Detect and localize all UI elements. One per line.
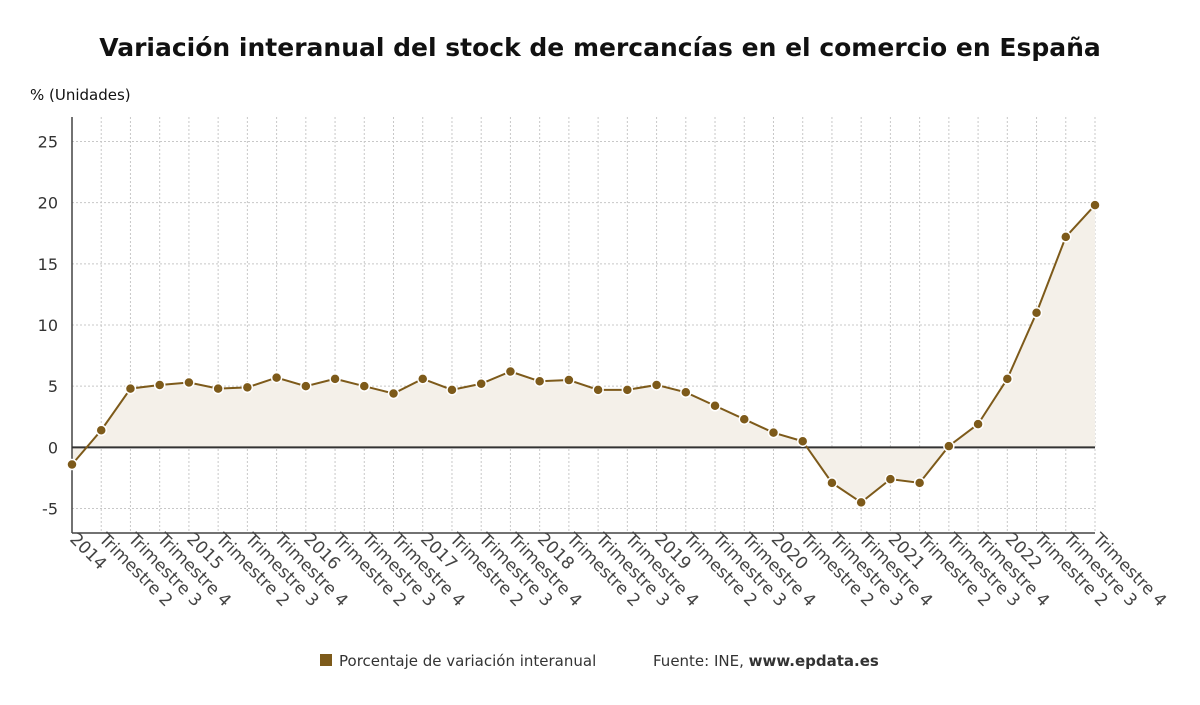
data-point bbox=[738, 413, 751, 425]
data-point bbox=[300, 380, 312, 392]
data-point bbox=[1089, 199, 1101, 211]
point-layer bbox=[66, 199, 1101, 509]
y-tick-labels: 25 20 15 10 5 0 -5 bbox=[38, 132, 58, 518]
data-point bbox=[680, 386, 692, 399]
area-layer bbox=[72, 205, 1095, 503]
data-point bbox=[826, 477, 838, 489]
source-label: Fuente: INE, bbox=[653, 652, 749, 670]
data-point bbox=[358, 380, 371, 392]
y-tick-label: -5 bbox=[42, 500, 58, 519]
data-point bbox=[533, 375, 546, 388]
data-point bbox=[563, 374, 575, 386]
data-point bbox=[855, 496, 867, 509]
line-layer bbox=[71, 204, 1096, 504]
legend: Porcentaje de variación interanual bbox=[320, 652, 596, 670]
data-point bbox=[241, 381, 254, 394]
y-tick-label: 10 bbox=[38, 316, 58, 335]
data-point bbox=[504, 365, 517, 378]
legend-swatch bbox=[320, 654, 332, 666]
data-point bbox=[913, 477, 926, 489]
data-point bbox=[124, 382, 137, 395]
data-point bbox=[621, 384, 634, 396]
data-point bbox=[650, 379, 663, 391]
legend-label: Porcentaje de variación interanual bbox=[339, 652, 596, 670]
data-point bbox=[329, 373, 341, 385]
series-line bbox=[71, 204, 1096, 504]
data-point bbox=[387, 387, 400, 400]
data-point bbox=[972, 418, 984, 430]
data-point bbox=[709, 400, 721, 412]
grid-layer bbox=[71, 117, 1096, 533]
data-point bbox=[767, 426, 780, 439]
data-point bbox=[943, 440, 955, 452]
data-point bbox=[416, 373, 429, 385]
data-point bbox=[1030, 307, 1043, 319]
data-point bbox=[153, 379, 166, 391]
data-point bbox=[796, 435, 809, 447]
data-point bbox=[475, 377, 487, 390]
source-text: Fuente: INE, www.epdata.es bbox=[653, 652, 879, 670]
data-point bbox=[95, 424, 107, 436]
data-point bbox=[183, 376, 195, 389]
y-axis-label: % (Unidades) bbox=[30, 86, 131, 104]
data-point bbox=[446, 384, 458, 396]
data-point bbox=[884, 473, 897, 485]
y-tick-label: 20 bbox=[38, 194, 58, 213]
y-tick-label: 15 bbox=[38, 255, 58, 274]
source-site: www.epdata.es bbox=[749, 652, 879, 670]
y-tick-label: 5 bbox=[48, 377, 58, 396]
data-point bbox=[212, 382, 224, 395]
data-point bbox=[1060, 231, 1072, 243]
series-area bbox=[72, 205, 1095, 503]
data-point bbox=[592, 384, 604, 396]
chart-title: Variación interanual del stock de mercan… bbox=[99, 33, 1101, 62]
y-tick-label: 0 bbox=[48, 438, 58, 457]
data-point bbox=[66, 458, 78, 471]
data-point bbox=[1001, 373, 1014, 385]
data-point bbox=[270, 371, 283, 384]
y-tick-label: 25 bbox=[38, 132, 58, 151]
